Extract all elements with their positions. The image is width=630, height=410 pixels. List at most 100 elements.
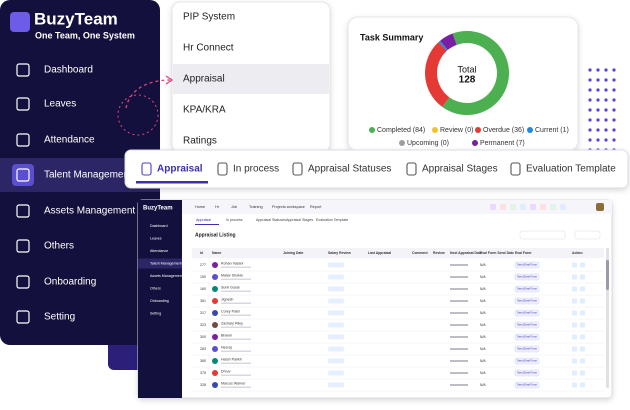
sidebar-item[interactable]: Onboarding bbox=[44, 277, 96, 288]
decor-dot bbox=[612, 128, 616, 132]
mini-action[interactable] bbox=[572, 274, 577, 280]
mini-email bbox=[221, 266, 251, 268]
mini-action[interactable] bbox=[572, 370, 577, 376]
mini-action[interactable] bbox=[580, 382, 585, 388]
mini-header-icon bbox=[520, 204, 526, 210]
mini-action[interactable] bbox=[572, 322, 577, 328]
mini-nav: Job bbox=[231, 205, 237, 209]
sidebar-item[interactable]: Setting bbox=[44, 312, 75, 323]
mini-avatar bbox=[212, 274, 218, 280]
mini-action[interactable] bbox=[580, 370, 585, 376]
mini-btn-text[interactable]: Send Eval Form bbox=[517, 371, 538, 375]
mini-pill bbox=[328, 358, 344, 364]
tab-label[interactable]: In process bbox=[233, 164, 279, 175]
mini-action[interactable] bbox=[572, 382, 577, 388]
tab-label[interactable]: Evaluation Template bbox=[526, 164, 616, 175]
mini-avatar bbox=[596, 203, 604, 211]
tab-label[interactable]: Appraisal Statuses bbox=[308, 164, 391, 175]
mini-action[interactable] bbox=[580, 298, 585, 304]
decor-dot bbox=[612, 138, 616, 142]
sidebar-icon-glyph bbox=[16, 168, 30, 182]
mini-action[interactable] bbox=[572, 286, 577, 292]
mini-action[interactable] bbox=[572, 262, 577, 268]
mini-btn-text[interactable]: Send Eval Form bbox=[517, 323, 538, 327]
mini-nav: Hr bbox=[215, 205, 220, 209]
tab-label[interactable]: Appraisal Stages bbox=[422, 164, 498, 175]
mini-btn-text[interactable]: Send Eval Form bbox=[517, 263, 538, 267]
decor-dot bbox=[596, 68, 600, 72]
submenu-item[interactable]: Hr Connect bbox=[183, 43, 234, 54]
mini-action[interactable] bbox=[580, 274, 585, 280]
mini-col: Last Appraisal bbox=[368, 251, 391, 255]
mini-action[interactable] bbox=[572, 310, 577, 316]
mini-date bbox=[450, 336, 468, 338]
mini-btn-text[interactable]: Send Eval Form bbox=[517, 347, 538, 351]
mini-action[interactable] bbox=[580, 346, 585, 352]
mini-pill bbox=[328, 382, 344, 388]
mini-name: Bhavin bbox=[221, 333, 232, 337]
mini-scroll-thumb bbox=[606, 260, 609, 290]
mini-pill bbox=[328, 334, 344, 340]
mini-action[interactable] bbox=[580, 358, 585, 364]
mini-action[interactable] bbox=[572, 346, 577, 352]
mini-col: Joining Date bbox=[283, 251, 303, 255]
mini-btn-text[interactable]: Send Eval Form bbox=[517, 275, 538, 279]
mini-na: N/A bbox=[480, 347, 486, 351]
decor-dot bbox=[612, 108, 616, 112]
mini-search bbox=[519, 230, 566, 240]
mini-action[interactable] bbox=[572, 334, 577, 340]
sidebar-icon-glyph bbox=[16, 275, 30, 289]
mini-action[interactable] bbox=[580, 262, 585, 268]
mini-pill bbox=[328, 286, 344, 292]
mini-btn-text[interactable]: Send Eval Form bbox=[517, 311, 538, 315]
sidebar-item[interactable]: Talent Management bbox=[44, 170, 132, 181]
sidebar-item[interactable]: Others bbox=[44, 241, 74, 252]
mini-action[interactable] bbox=[580, 322, 585, 328]
mini-btn-text[interactable]: Send Eval Form bbox=[517, 287, 538, 291]
sidebar-item[interactable]: Dashboard bbox=[44, 65, 93, 76]
mini-side-item: Assets Management bbox=[150, 274, 183, 278]
tab-label[interactable]: Appraisal bbox=[157, 164, 203, 175]
mini-avatar bbox=[212, 334, 218, 340]
mini-action[interactable] bbox=[580, 286, 585, 292]
mini-action[interactable] bbox=[572, 358, 577, 364]
mini-date bbox=[450, 312, 468, 314]
mini-action[interactable] bbox=[580, 334, 585, 340]
mini-name: Zachary Riley bbox=[221, 321, 243, 325]
sidebar-item[interactable]: Assets Management bbox=[44, 206, 135, 217]
mini-pill bbox=[328, 262, 344, 268]
mini-na: N/A bbox=[480, 275, 486, 279]
mini-brand: BuzyTeam bbox=[143, 206, 173, 212]
sidebar-item[interactable]: Leaves bbox=[44, 99, 76, 110]
mini-btn bbox=[514, 381, 540, 389]
total-value: 128 bbox=[459, 75, 476, 86]
decor-dot bbox=[604, 78, 608, 82]
mini-action[interactable] bbox=[572, 298, 577, 304]
mini-pill bbox=[328, 346, 344, 352]
decor-dot bbox=[588, 68, 592, 72]
arrow-ring bbox=[117, 94, 159, 136]
mini-avatar bbox=[212, 262, 218, 268]
mini-date bbox=[450, 384, 468, 386]
sidebar-item[interactable]: Attendance bbox=[44, 135, 95, 146]
decor-dot bbox=[596, 98, 600, 102]
mini-pill bbox=[328, 370, 344, 376]
decor-dot bbox=[588, 108, 592, 112]
mini-email bbox=[221, 314, 251, 316]
donut-segment bbox=[425, 42, 450, 107]
mini-btn bbox=[514, 357, 540, 365]
mini-name: Corey Patel bbox=[221, 309, 240, 313]
mini-col: Eval Form bbox=[515, 251, 531, 255]
submenu-item[interactable]: PIP System bbox=[183, 12, 235, 23]
mini-btn bbox=[514, 261, 540, 269]
brand-tagline: One Team, One System bbox=[35, 30, 135, 40]
submenu-item[interactable]: KPA/KRA bbox=[183, 105, 226, 116]
mini-btn-text[interactable]: Send Eval Form bbox=[517, 335, 538, 339]
mini-btn-text[interactable]: Send Eval Form bbox=[517, 383, 538, 387]
mini-name: Marcus Warner bbox=[221, 381, 246, 385]
mini-action[interactable] bbox=[580, 310, 585, 316]
mini-btn-text[interactable]: Send Eval Form bbox=[517, 299, 538, 303]
mini-btn-text[interactable]: Send Eval Form bbox=[517, 359, 538, 363]
submenu-item[interactable]: Ratings bbox=[183, 136, 217, 147]
submenu-item[interactable]: Appraisal bbox=[183, 74, 225, 85]
